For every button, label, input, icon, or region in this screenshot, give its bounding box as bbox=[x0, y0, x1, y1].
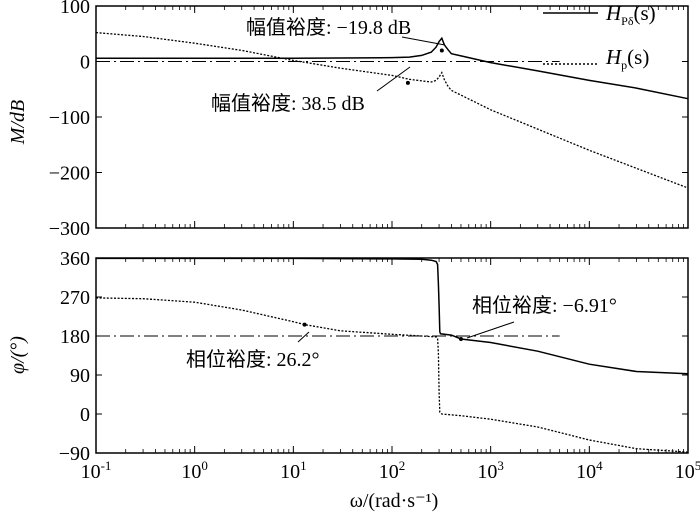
series-line-2 bbox=[95, 31, 689, 189]
x-tick-label: 10-1 bbox=[81, 458, 112, 483]
magnitude-panel: 100 0 −100 −200 −300 bbox=[49, 0, 689, 240]
phase-axis-label: φ/(°) bbox=[7, 336, 29, 374]
margin-marker bbox=[405, 80, 410, 85]
plot-frame bbox=[95, 5, 689, 229]
series-line-1 bbox=[96, 257, 689, 375]
series-line-2 bbox=[95, 297, 689, 453]
y-tick-label: 180 bbox=[60, 326, 90, 348]
y-tick-label: 100 bbox=[60, 0, 90, 18]
margin-marker bbox=[302, 322, 307, 327]
y-tick-label: 360 bbox=[60, 248, 90, 270]
y-tick-label: 0 bbox=[80, 404, 90, 426]
y-tick-label: 90 bbox=[70, 365, 90, 387]
frequency-axis-label: ω/(rad·s⁻¹) bbox=[350, 490, 439, 512]
annotation-phase-margin-pdelta: 相位裕度: −6.91° bbox=[472, 294, 617, 317]
x-tick-label: 104 bbox=[576, 458, 603, 483]
x-tick-label: 101 bbox=[280, 458, 307, 483]
annotation-gain-margin-pdelta: 幅值裕度: −19.8 dB bbox=[246, 16, 411, 39]
arrow-phase-margin-p bbox=[297, 331, 310, 343]
y-tick-label: −200 bbox=[49, 163, 90, 185]
series-line-1 bbox=[96, 36, 689, 100]
y-tick-label: 0 bbox=[80, 52, 90, 74]
legend-entry-2: Hp(s) bbox=[605, 45, 649, 72]
x-tick-label: 102 bbox=[379, 458, 406, 483]
magnitude-axis-label: M/dB bbox=[7, 100, 29, 145]
y-tick-label: −90 bbox=[59, 443, 90, 465]
annotation-arrows bbox=[297, 36, 515, 343]
margin-marker bbox=[458, 336, 463, 341]
x-tick-label: 103 bbox=[477, 458, 504, 483]
annotation-gain-margin-p: 幅值裕度: 38.5 dB bbox=[211, 92, 365, 115]
arrow-gain-margin-p bbox=[376, 66, 411, 92]
y-tick-label: 270 bbox=[60, 287, 90, 309]
legend-entry-1: HPδ(s) bbox=[605, 1, 656, 28]
arrow-phase-margin-pdelta bbox=[466, 321, 515, 339]
y-tick-label: −100 bbox=[49, 107, 90, 129]
arrow-gain-margin-pdelta bbox=[401, 36, 446, 46]
plot-frame bbox=[95, 257, 689, 454]
annotation-phase-margin-p: 相位裕度: 26.2° bbox=[186, 348, 320, 371]
y-tick-label: −300 bbox=[49, 218, 90, 240]
x-tick-label: 100 bbox=[181, 458, 208, 483]
legend: HPδ(s) Hp(s) bbox=[543, 1, 656, 72]
x-tick-label: 105 bbox=[675, 458, 700, 483]
margin-marker bbox=[439, 48, 444, 53]
